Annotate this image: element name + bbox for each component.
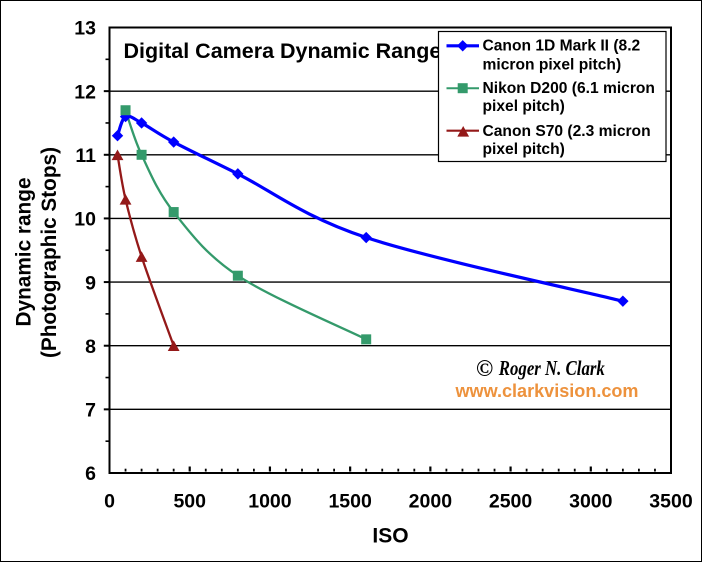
svg-text:8: 8 — [85, 336, 96, 358]
svg-text:pixel pitch): pixel pitch) — [483, 98, 565, 115]
svg-text:2000: 2000 — [409, 491, 453, 513]
svg-text:9: 9 — [85, 272, 96, 294]
svg-text:10: 10 — [74, 209, 96, 231]
svg-text:1500: 1500 — [328, 491, 372, 513]
svg-text:Roger N. Clark: Roger N. Clark — [498, 356, 605, 380]
svg-text:7: 7 — [85, 400, 96, 422]
svg-text:micron pixel pitch): micron pixel pitch) — [483, 57, 622, 74]
svg-text:3000: 3000 — [569, 491, 613, 513]
svg-text:0: 0 — [104, 491, 115, 513]
svg-text:pixel pitch): pixel pitch) — [483, 141, 565, 158]
svg-text:©: © — [476, 356, 493, 381]
svg-text:Dynamic range: Dynamic range — [12, 178, 35, 327]
svg-text:Canon S70 (2.3 micron: Canon S70 (2.3 micron — [483, 123, 651, 140]
svg-text:3500: 3500 — [649, 491, 693, 513]
svg-text:13: 13 — [74, 18, 96, 40]
svg-text:Nikon D200 (6.1 micron: Nikon D200 (6.1 micron — [483, 80, 655, 97]
svg-text:www.clarkvision.com: www.clarkvision.com — [454, 381, 638, 401]
svg-text:11: 11 — [75, 145, 96, 167]
svg-text:(Photographic Stops): (Photographic Stops) — [38, 147, 61, 358]
svg-text:ISO: ISO — [372, 525, 408, 548]
svg-text:1000: 1000 — [248, 491, 292, 513]
svg-text:Digital Camera Dynamic Range: Digital Camera Dynamic Range — [124, 39, 442, 63]
svg-text:Canon 1D Mark II (8.2: Canon 1D Mark II (8.2 — [483, 38, 641, 55]
svg-text:500: 500 — [173, 491, 206, 513]
svg-text:2500: 2500 — [489, 491, 533, 513]
svg-text:12: 12 — [74, 81, 96, 103]
svg-text:6: 6 — [85, 463, 96, 485]
